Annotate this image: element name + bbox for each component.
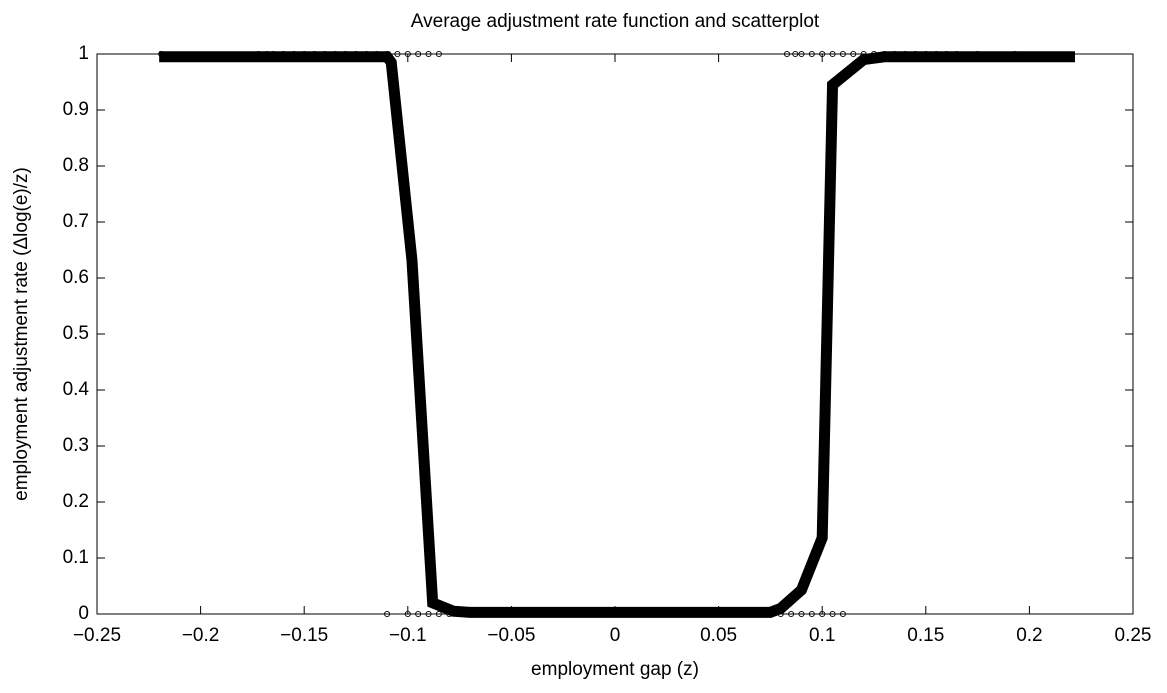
- x-tick-label: −0.2: [182, 625, 220, 646]
- y-axis-label: employment adjustment rate (Δlog(e)/z): [11, 167, 32, 501]
- y-tick-label: 0.1: [63, 547, 89, 568]
- x-tick-label: 0.05: [700, 625, 737, 646]
- scatter-point: [788, 610, 795, 618]
- y-tick-label: 0.4: [63, 379, 90, 400]
- x-tick-label: 0.2: [1016, 625, 1042, 646]
- scatter-point: [404, 50, 411, 58]
- y-tick-label: 0.5: [63, 323, 89, 344]
- line: [159, 51, 1075, 618]
- scatter-point: [850, 50, 857, 58]
- y-tick-label: 0.3: [63, 435, 89, 456]
- scatter-point: [394, 50, 401, 58]
- y-tick-label: 0.2: [63, 491, 89, 512]
- y-tick-label: 0.7: [63, 211, 89, 232]
- scatter-point: [798, 610, 805, 618]
- scatter-point: [783, 50, 791, 58]
- scatter-point: [819, 50, 826, 58]
- scatter-point: [415, 610, 422, 618]
- y-tick-label: 0: [78, 603, 89, 624]
- scatter-point: [435, 50, 442, 58]
- y-tick-label: 1: [78, 43, 89, 64]
- scatter-point: [819, 610, 826, 618]
- x-tick-label: −0.15: [280, 625, 328, 646]
- scatter-point: [829, 610, 836, 618]
- y-tick-label: 0.8: [63, 155, 89, 176]
- scatter-point: [384, 610, 391, 618]
- x-tick-label: −0.05: [487, 625, 535, 646]
- x-axis-label: employment gap (z): [531, 659, 699, 680]
- x-tick-label: −0.25: [73, 625, 121, 646]
- x-tick-label: 0.15: [907, 625, 944, 646]
- scatter-point: [808, 50, 815, 58]
- scatter-point: [792, 50, 799, 58]
- scatter-point: [829, 50, 836, 58]
- scatter-point: [425, 610, 432, 618]
- y-tick-label: 0.9: [63, 99, 89, 120]
- x-tick-label: −0.1: [389, 625, 427, 646]
- scatter-point: [808, 610, 815, 618]
- scatter-point: [404, 610, 411, 618]
- scatter-point: [839, 50, 846, 58]
- x-tick-label: 0: [610, 625, 621, 646]
- scatter-point: [839, 610, 846, 618]
- scatter-point: [425, 50, 432, 58]
- scatter-point: [415, 50, 422, 58]
- scatter-point: [798, 50, 805, 58]
- x-tick-label: 0.1: [809, 625, 835, 646]
- chart-title: Average adjustment rate function and sca…: [411, 11, 820, 32]
- scatter-point: [435, 610, 442, 618]
- y-tick-label: 0.6: [63, 267, 89, 288]
- x-tick-label: 0.25: [1115, 625, 1152, 646]
